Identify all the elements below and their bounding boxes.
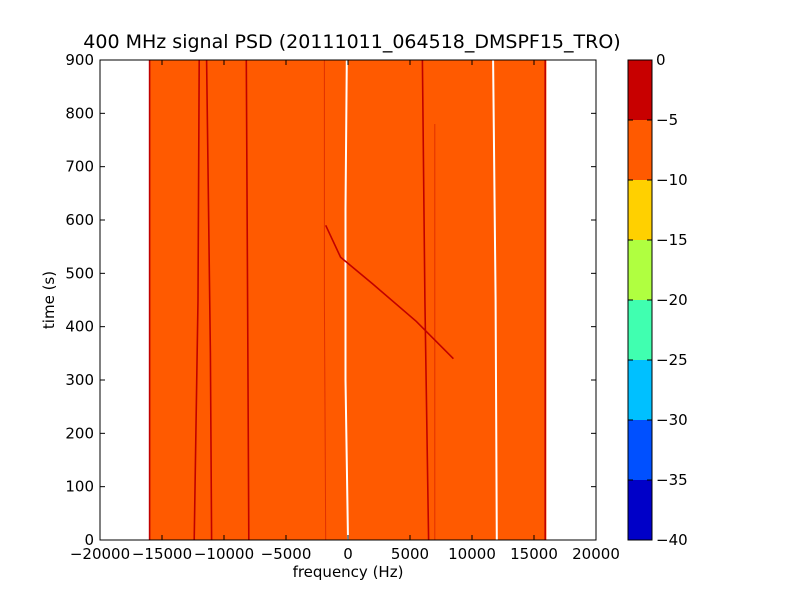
- signal-trace-3: [245, 59, 250, 541]
- signal-trace-5: [344, 59, 349, 541]
- y-tick-label: 900: [65, 51, 94, 69]
- colorbar-tick-label: −20: [656, 291, 688, 309]
- x-axis: −20000 −15000 −10000 −5000 0 5000 10000 15000 20…: [70, 60, 620, 563]
- y-tick-label: 500: [65, 264, 94, 282]
- y-tick-label: 200: [65, 424, 94, 442]
- y-tick-label: 400: [65, 318, 94, 336]
- colorbar-band: [628, 240, 652, 300]
- x-tick-label: 10000: [448, 545, 496, 563]
- colorbar-tick-label: −15: [656, 231, 688, 249]
- x-tick-label: −20000: [70, 545, 130, 563]
- y-axis-label: time (s): [40, 271, 58, 329]
- y-tick-label: 0: [84, 531, 94, 549]
- colorbar-band: [628, 180, 652, 240]
- signal-trace-1: [193, 59, 200, 541]
- colorbar-band: [628, 360, 652, 420]
- colorbar: 0 −5 −10 −15 −20 −25 −30 −35 −40: [627, 51, 688, 549]
- colorbar-tick-label: −10: [656, 171, 688, 189]
- signal-trace-6: [421, 59, 430, 541]
- colorbar-tick-label: −40: [656, 531, 688, 549]
- x-tick-label: 5000: [391, 545, 429, 563]
- colorbar-band: [628, 60, 652, 120]
- y-tick-label: 300: [65, 371, 94, 389]
- colorbar-tick-label: 0: [656, 51, 666, 69]
- colorbar-tick-label: −30: [656, 411, 688, 429]
- colorbar-band: [628, 480, 652, 540]
- x-tick-label: −5000: [261, 545, 312, 563]
- colorbar-tick-label: −25: [656, 351, 688, 369]
- colorbar-tick-label: −5: [656, 111, 678, 129]
- y-tick-label: 800: [65, 104, 94, 122]
- signal-trace-4: [323, 60, 327, 541]
- colorbar-tick-label: −35: [656, 471, 688, 489]
- colorbar-band: [628, 420, 652, 480]
- x-axis-label: frequency (Hz): [293, 563, 404, 581]
- signal-trace-10: [324, 224, 454, 360]
- signal-trace-8: [492, 59, 498, 541]
- signal-trace-2: [205, 59, 213, 541]
- colorbar-band: [628, 300, 652, 360]
- x-tick-label: −15000: [132, 545, 192, 563]
- y-tick-label: 600: [65, 211, 94, 229]
- psd-background-region: [149, 60, 547, 540]
- y-tick-label: 100: [65, 478, 94, 496]
- x-tick-label: 15000: [510, 545, 558, 563]
- plot-area: [99, 59, 597, 541]
- x-tick-label: −10000: [194, 545, 254, 563]
- x-tick-label: 0: [343, 545, 353, 563]
- y-tick-label: 700: [65, 158, 94, 176]
- y-axis: 0 100 200 300 400 500 600 700 800 900: [65, 51, 596, 549]
- x-tick-label: 20000: [572, 545, 620, 563]
- chart-title: 400 MHz signal PSD (20111011_064518_DMSP…: [83, 31, 620, 53]
- colorbar-band: [628, 120, 652, 180]
